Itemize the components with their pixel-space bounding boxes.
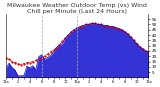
- Title: Milwaukee Weather Outdoor Temp (vs) Wind Chill per Minute (Last 24 Hours): Milwaukee Weather Outdoor Temp (vs) Wind…: [7, 3, 147, 14]
